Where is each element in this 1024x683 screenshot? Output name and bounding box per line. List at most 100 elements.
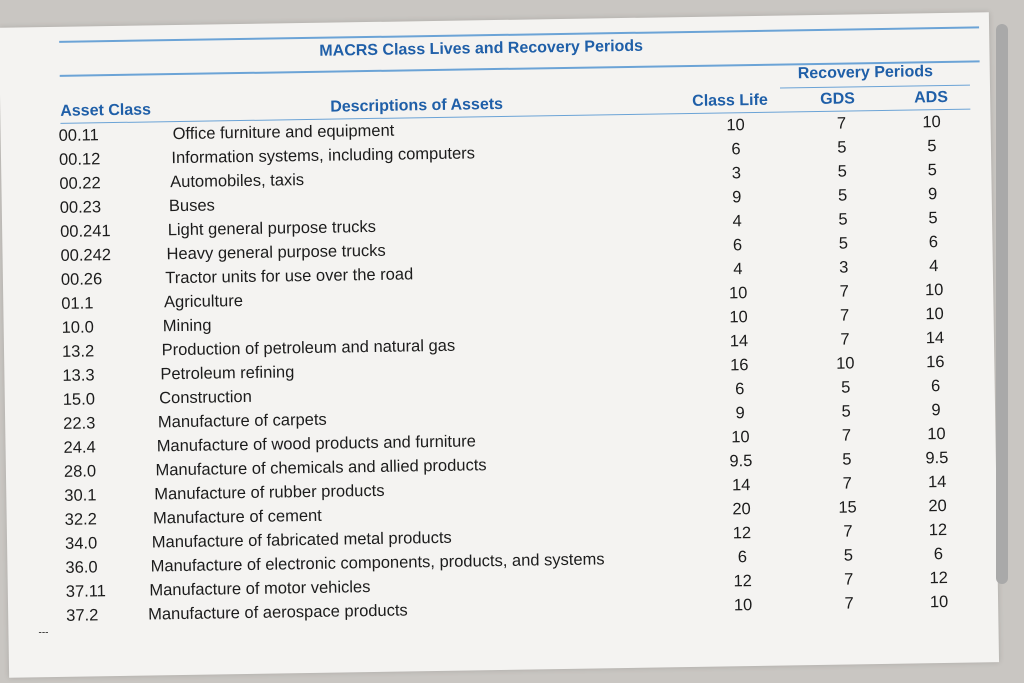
cell-description: Manufacture of cement [152, 506, 322, 528]
cell-gds: 5 [837, 138, 847, 157]
cell-description: Office furniture and equipment [172, 121, 395, 144]
cell-asset-class: 10.0 [61, 318, 94, 337]
cell-class-life: 9 [735, 404, 745, 423]
cell-class-life: 14 [731, 476, 751, 495]
cell-asset-class: 13.2 [61, 342, 95, 361]
header-descriptions: Descriptions of Assets [330, 95, 504, 116]
cell-class-life: 10 [733, 596, 753, 615]
cell-ads: 20 [928, 496, 947, 516]
cell-description: Buses [168, 196, 215, 216]
cell-ads: 14 [925, 329, 945, 348]
cell-description: Automobiles, taxis [170, 171, 305, 192]
cell-gds: 5 [840, 378, 851, 397]
cell-class-life: 12 [732, 524, 752, 543]
cell-description: Tractor units for use over the road [165, 265, 414, 288]
cell-ads: 5 [927, 137, 937, 156]
cell-class-life: 9 [731, 188, 742, 207]
cell-asset-class: 00.11 [58, 126, 99, 145]
cell-ads: 9.5 [925, 448, 949, 468]
table-row: 32.2 Manufacture of cement 20 15 20 [0, 12, 989, 529]
table-body: 00.11 Office furniture and equipment 10 7 10… [0, 12, 989, 625]
cell-class-life: 6 [732, 236, 743, 255]
vertical-scrollbar[interactable] [996, 24, 1008, 584]
cell-asset-class: 15.0 [62, 390, 96, 409]
cell-description: Manufacture of fabricated metal products [151, 528, 452, 552]
cell-ads: 5 [927, 161, 938, 180]
cell-asset-class: 22.3 [63, 414, 96, 433]
cell-gds: 10 [836, 354, 855, 373]
cell-class-life: 9.5 [729, 452, 753, 471]
cell-description: Manufacture of rubber products [154, 481, 385, 504]
cell-gds: 5 [841, 402, 851, 421]
cell-ads: 6 [928, 233, 939, 252]
cell-asset-class: 13.3 [62, 366, 95, 385]
table-row: 34.0 Manufacture of fabricated metal prod… [0, 12, 989, 553]
cell-class-life: 4 [732, 212, 742, 231]
cell-asset-class: 00.12 [58, 150, 101, 169]
table-panel: MACRS Class Lives and Recovery Periods R… [0, 12, 1000, 678]
cell-description: Manufacture of wood products and furnitu… [156, 432, 477, 456]
cell-class-life: 6 [737, 548, 748, 567]
cell-asset-class: 00.241 [60, 222, 111, 241]
cell-description: Manufacture of electronic components, pr… [150, 550, 605, 576]
cell-ads: 12 [929, 568, 949, 588]
cell-asset-class: 00.22 [59, 174, 101, 193]
cut-off-glyph: --- [38, 627, 49, 639]
cell-description: Manufacture of motor vehicles [149, 578, 371, 600]
cell-gds: 7 [842, 474, 852, 493]
header-class-life: Class Life [692, 91, 768, 110]
cell-asset-class: 01.1 [61, 294, 94, 313]
cell-asset-class: 00.26 [60, 270, 103, 289]
header-gds: GDS [820, 90, 855, 108]
cell-gds: 5 [837, 162, 848, 181]
cell-ads: 16 [925, 353, 945, 372]
table-row: 00.23 Buses 9 5 9 [0, 12, 989, 217]
cell-class-life: 10 [726, 116, 745, 135]
cell-gds: 15 [838, 498, 857, 517]
table-row: 37.11 Manufacture of motor vehicles 12 7 12 [0, 12, 989, 601]
table-row: 36.0 Manufacture of electronic components… [0, 12, 989, 577]
cell-asset-class: 24.4 [63, 438, 96, 457]
cell-gds: 7 [836, 114, 847, 133]
cell-gds: 7 [844, 594, 854, 613]
cell-class-life: 6 [731, 140, 741, 159]
cell-asset-class: 00.23 [59, 198, 102, 217]
cell-class-life: 14 [729, 332, 749, 351]
cell-asset-class: 00.242 [60, 246, 112, 265]
cell-asset-class: 28.0 [63, 462, 97, 481]
cell-asset-class: 37.11 [65, 582, 107, 601]
cell-class-life: 10 [729, 308, 748, 327]
table-row: 28.0 Manufacture of chemicals and allied … [0, 12, 989, 481]
table-row: 01.1 Agriculture 10 7 10 [0, 12, 989, 313]
cell-gds: 3 [839, 258, 849, 277]
cell-gds: 7 [840, 330, 850, 349]
table-row: 00.242 Heavy general purpose trucks 6 5 6 [0, 12, 989, 265]
cell-asset-class: 37.2 [66, 606, 99, 625]
cell-ads: 14 [927, 472, 947, 492]
cell-ads: 9 [931, 401, 941, 420]
cell-description: Petroleum refining [160, 363, 295, 384]
cell-gds: 7 [839, 282, 849, 301]
cell-gds: 5 [838, 210, 848, 229]
table-row: 13.2 Production of petroleum and natural … [0, 12, 989, 361]
cell-description: Manufacture of chemicals and allied prod… [155, 456, 487, 480]
table-row: 10.0 Mining 10 7 10 [0, 12, 989, 337]
cell-gds: 5 [843, 546, 854, 565]
cell-gds: 7 [843, 570, 854, 589]
table-row: 00.12 Information systems, including comp… [0, 12, 989, 169]
table-row: 37.2 Manufacture of aerospace products 10 7… [0, 12, 989, 625]
cell-description: Manufacture of aerospace products [148, 601, 408, 624]
cell-description: Information systems, including computers [171, 144, 476, 168]
cell-ads: 10 [929, 592, 949, 612]
cell-ads: 10 [922, 113, 941, 132]
cell-ads: 6 [933, 545, 944, 564]
table-row: 24.4 Manufacture of wood products and fur… [0, 12, 989, 457]
cell-ads: 9 [927, 185, 938, 204]
table-row: 00.26 Tractor units for use over the road… [0, 12, 989, 289]
cell-class-life: 10 [728, 284, 748, 303]
table-title: MACRS Class Lives and Recovery Periods [319, 37, 644, 60]
cell-ads: 4 [929, 257, 939, 276]
cell-class-life: 4 [733, 260, 743, 279]
table-row: 30.1 Manufacture of rubber products 14 7 14 [0, 12, 989, 505]
cell-description: Manufacture of carpets [157, 410, 327, 432]
